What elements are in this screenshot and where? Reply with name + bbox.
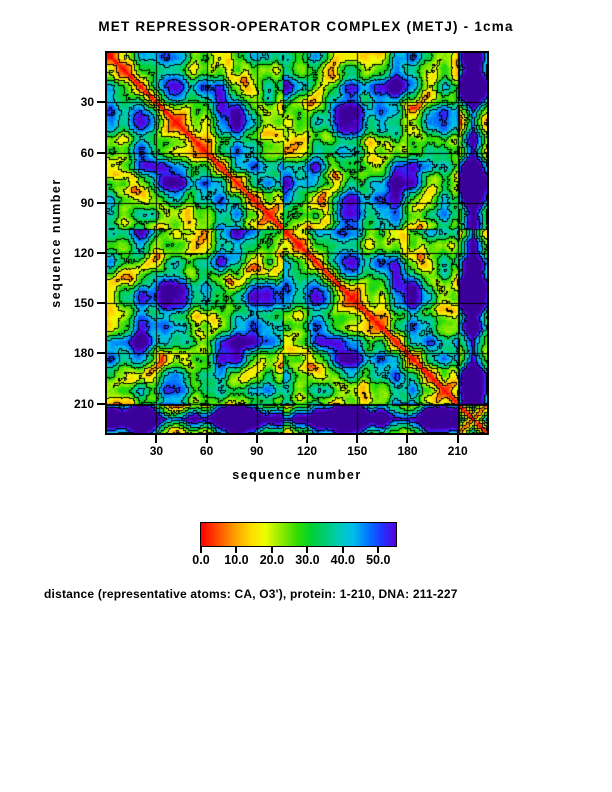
x-tick-label: 30 xyxy=(149,444,164,458)
x-tick-mark xyxy=(205,435,208,443)
chart-title: MET REPRESSOR-OPERATOR COMPLEX (METJ) - … xyxy=(98,19,514,34)
colorbar-tick-mark xyxy=(235,547,238,553)
y-tick-mark xyxy=(97,302,106,305)
colorbar-tick-label: 50.0 xyxy=(366,553,391,567)
y-tick-label: 60 xyxy=(80,145,94,160)
x-tick-label: 120 xyxy=(297,444,318,458)
x-tick-label: 180 xyxy=(397,444,418,458)
y-tick-label: 150 xyxy=(73,296,94,311)
x-tick-mark xyxy=(255,435,258,443)
y-tick-mark xyxy=(97,101,106,104)
y-tick-label: 90 xyxy=(80,195,94,210)
x-tick-mark xyxy=(356,435,359,443)
y-tick-label: 180 xyxy=(73,346,94,361)
y-tick-mark xyxy=(97,201,106,204)
colorbar-tick-label: 30.0 xyxy=(295,553,320,567)
y-tick-mark xyxy=(97,151,106,154)
y-tick-mark xyxy=(97,402,106,405)
x-tick-mark xyxy=(456,435,459,443)
x-axis-label: sequence number xyxy=(232,468,362,482)
colorbar-tick-mark xyxy=(341,547,344,553)
colorbar-tick-label: 10.0 xyxy=(224,553,249,567)
y-tick-mark xyxy=(97,252,106,255)
x-tick-label: 90 xyxy=(250,444,264,458)
y-tick-mark xyxy=(97,352,106,355)
colorbar-tick-label: 0.0 xyxy=(192,553,210,567)
colorbar-tick-label: 20.0 xyxy=(259,553,285,567)
x-tick-label: 60 xyxy=(199,444,214,458)
colorbar-tick-mark xyxy=(306,547,309,553)
x-tick-label: 210 xyxy=(447,444,468,458)
x-tick-label: 150 xyxy=(347,444,368,458)
y-tick-label: 210 xyxy=(73,396,94,411)
colorbar-canvas xyxy=(200,522,397,547)
colorbar-tick-mark xyxy=(270,547,273,553)
x-tick-mark xyxy=(406,435,409,443)
y-tick-label: 120 xyxy=(73,246,94,261)
colorbar-tick-mark xyxy=(200,547,202,553)
figure-caption: distance (representative atoms: CA, O3')… xyxy=(44,587,458,601)
y-tick-label: 30 xyxy=(80,95,94,110)
colorbar-tick-label: 40.0 xyxy=(330,553,355,567)
x-tick-mark xyxy=(155,435,158,443)
x-tick-mark xyxy=(306,435,309,443)
distance-matrix-canvas xyxy=(105,51,489,435)
colorbar-tick-mark xyxy=(377,547,380,553)
